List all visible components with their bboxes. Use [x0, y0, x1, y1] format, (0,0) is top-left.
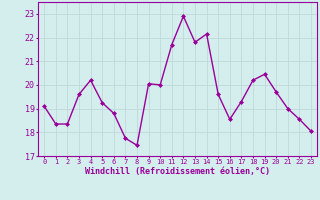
- X-axis label: Windchill (Refroidissement éolien,°C): Windchill (Refroidissement éolien,°C): [85, 167, 270, 176]
